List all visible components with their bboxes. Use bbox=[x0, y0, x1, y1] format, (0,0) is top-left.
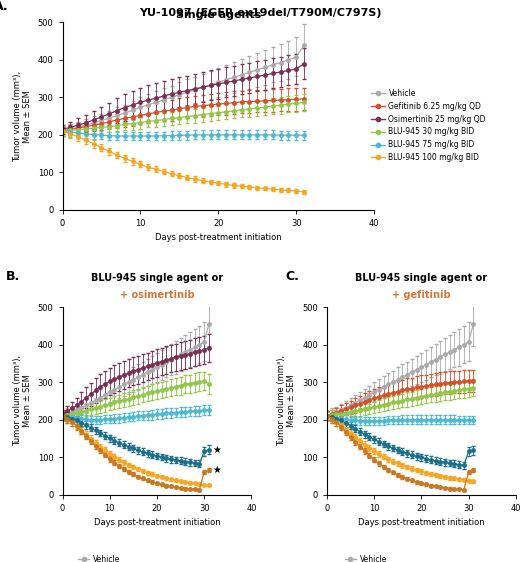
Y-axis label: Tumor volume (mm³),
Mean ± SEM: Tumor volume (mm³), Mean ± SEM bbox=[277, 355, 296, 446]
Text: BLU-945 single agent or: BLU-945 single agent or bbox=[355, 273, 488, 283]
X-axis label: Days post-treatment initiation: Days post-treatment initiation bbox=[358, 518, 485, 527]
Text: A.: A. bbox=[0, 0, 8, 13]
X-axis label: Days post-treatment initiation: Days post-treatment initiation bbox=[155, 233, 282, 242]
Text: BLU-945 single agent or: BLU-945 single agent or bbox=[91, 273, 223, 283]
Text: YU-1097 (EGFR ex19del/T790M/C797S): YU-1097 (EGFR ex19del/T790M/C797S) bbox=[139, 8, 382, 19]
Legend: Vehicle, Osimertinib 25 mg/kg QD: Vehicle, Osimertinib 25 mg/kg QD bbox=[78, 555, 191, 562]
Text: ★: ★ bbox=[213, 445, 221, 455]
X-axis label: Days post-treatment initiation: Days post-treatment initiation bbox=[94, 518, 220, 527]
Text: + gefitinib: + gefitinib bbox=[392, 290, 451, 300]
Title: Single agents: Single agents bbox=[176, 10, 261, 20]
Text: B.: B. bbox=[6, 270, 20, 283]
Text: + osimertinib: + osimertinib bbox=[120, 290, 194, 300]
Legend: Vehicle, Gefitinib 6.25 mg/kg QD: Vehicle, Gefitinib 6.25 mg/kg QD bbox=[344, 555, 453, 562]
Text: C.: C. bbox=[286, 270, 299, 283]
Legend: Vehicle, Gefitinib 6.25 mg/kg QD, Osimertinib 25 mg/kg QD, BLU-945 30 mg/kg BID,: Vehicle, Gefitinib 6.25 mg/kg QD, Osimer… bbox=[371, 89, 486, 162]
Text: ★: ★ bbox=[213, 465, 221, 475]
Y-axis label: Tumor volume (mm³),
Mean ± SEM: Tumor volume (mm³), Mean ± SEM bbox=[13, 71, 32, 162]
Y-axis label: Tumor volume (mm³),
Mean ± SEM: Tumor volume (mm³), Mean ± SEM bbox=[13, 355, 32, 446]
